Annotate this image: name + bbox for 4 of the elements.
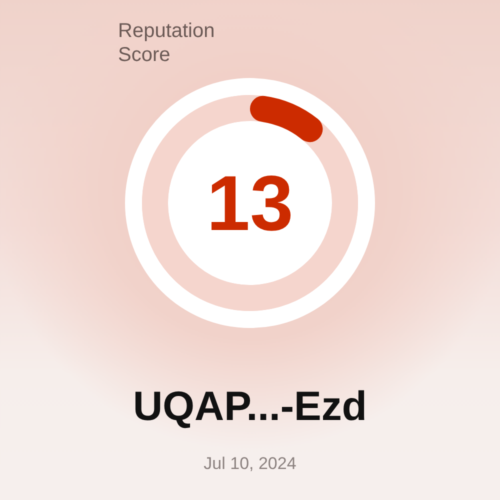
text: UQAP...-Ezd: [132, 382, 368, 431]
chart-title: Reputation Score: [118, 19, 216, 67]
text: Jul 10, 2024: [202, 453, 298, 475]
text: 13: [206, 159, 294, 247]
